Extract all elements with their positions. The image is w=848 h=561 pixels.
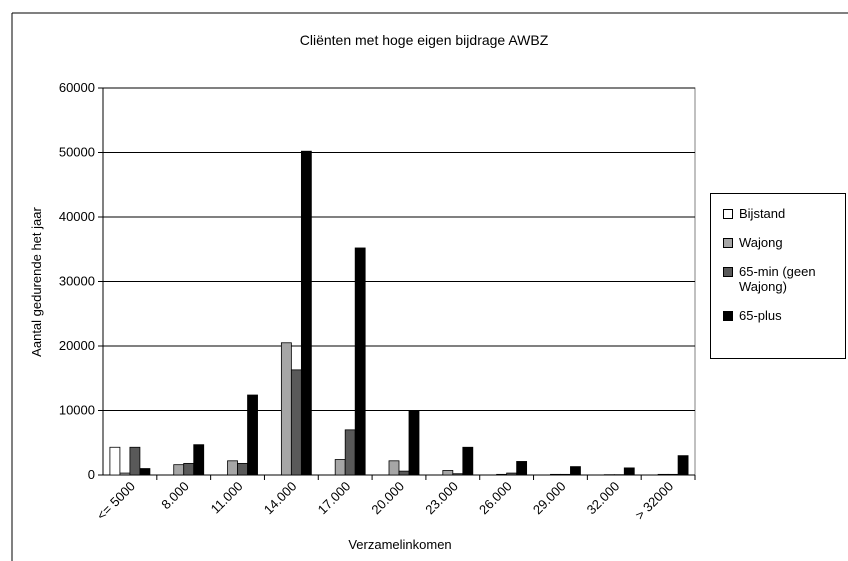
bar — [280, 342, 292, 476]
legend: Bijstand Wajong 65-min (geen Wajong) 65-plu… — [710, 193, 846, 359]
y-tick-label: 50000 — [59, 145, 95, 160]
bar — [570, 466, 581, 476]
legend-swatch — [723, 267, 733, 277]
legend-label: 65-min (geen Wajong) — [739, 264, 816, 294]
bar — [408, 410, 420, 476]
bar — [516, 461, 528, 476]
x-tick-label: 17.000 — [315, 479, 354, 518]
bar — [667, 473, 679, 476]
legend-item: 65-min (geen Wajong) — [723, 264, 837, 294]
bar — [442, 470, 454, 476]
bar — [173, 464, 185, 476]
bar — [354, 247, 366, 476]
bar — [550, 473, 561, 476]
bar — [247, 394, 258, 476]
bar — [109, 446, 121, 476]
legend-item: Bijstand — [723, 206, 837, 221]
bar — [344, 429, 356, 476]
x-tick-label: 11.000 — [208, 479, 246, 517]
bar — [334, 459, 346, 476]
bar — [623, 467, 635, 476]
x-axis-title: Verzamelinkomen — [348, 537, 451, 552]
bar — [193, 444, 205, 476]
legend-swatch — [723, 209, 733, 219]
x-tick-label: 29.000 — [530, 479, 569, 518]
legend-swatch — [723, 311, 733, 321]
bar — [398, 470, 410, 476]
x-tick-label: 32.000 — [584, 479, 623, 518]
x-tick-label: 23.000 — [422, 479, 461, 518]
x-tick-label: 8.000 — [158, 479, 192, 513]
legend-item: 65-plus — [723, 308, 837, 323]
bar — [388, 460, 400, 476]
x-tick-label: 20.000 — [368, 479, 407, 518]
y-tick-label: 20000 — [59, 338, 95, 353]
bar — [677, 455, 689, 476]
bar — [183, 462, 195, 476]
bar — [129, 446, 141, 476]
bar — [506, 472, 518, 476]
legend-label: 65-plus — [739, 308, 782, 323]
y-tick-label: 0 — [88, 467, 95, 482]
bar — [290, 369, 302, 476]
x-tick-label: <= 5000 — [94, 479, 138, 523]
legend-label: Wajong — [739, 235, 783, 250]
bar — [237, 462, 248, 476]
x-tick-label: 14.000 — [261, 479, 300, 518]
bar — [657, 473, 669, 476]
bar — [119, 472, 131, 476]
x-tick-label: 26.000 — [476, 479, 515, 518]
bar — [227, 460, 238, 476]
chart-title: Cliënten met hoge eigen bijdrage AWBZ — [300, 32, 549, 48]
legend-swatch — [723, 238, 733, 248]
bar — [462, 446, 474, 476]
y-tick-label: 40000 — [59, 209, 95, 224]
y-tick-label: 10000 — [59, 403, 95, 418]
legend-label: Bijstand — [739, 206, 786, 221]
bar — [300, 150, 312, 476]
bar — [452, 473, 464, 476]
y-axis-title: Aantal gedurende het jaar — [29, 207, 44, 357]
legend-item: Wajong — [723, 235, 837, 250]
y-tick-label: 30000 — [59, 274, 95, 289]
bar — [139, 468, 151, 476]
x-tick-label: > 32000 — [632, 479, 676, 523]
y-tick-label: 60000 — [59, 80, 95, 95]
bar — [560, 473, 571, 476]
bar — [496, 473, 508, 476]
